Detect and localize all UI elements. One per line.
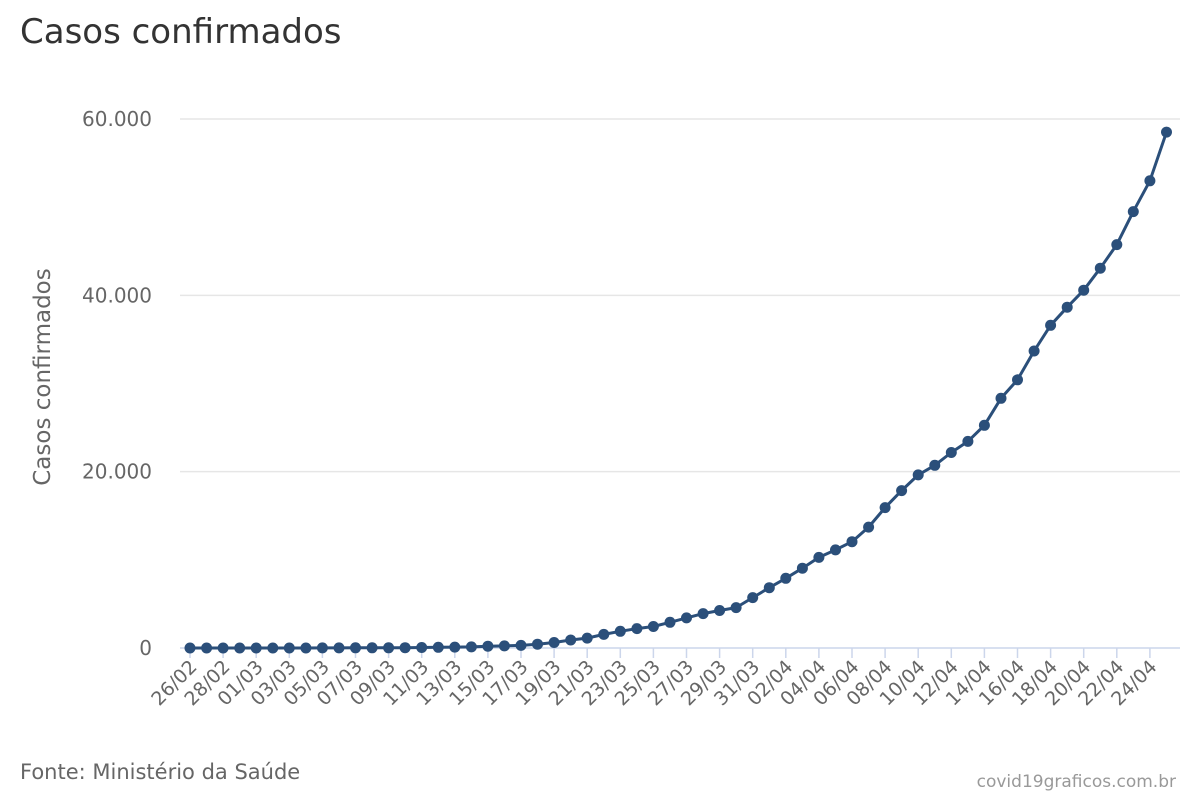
data-point (1078, 284, 1090, 296)
data-point (664, 616, 676, 628)
data-point (846, 536, 858, 548)
data-point (432, 641, 444, 653)
data-point (449, 641, 461, 653)
data-point (681, 612, 692, 624)
data-point (350, 642, 361, 654)
data-point (532, 638, 543, 650)
data-point (482, 640, 494, 652)
data-point (1144, 175, 1156, 187)
data-point (763, 582, 775, 594)
data-point (614, 625, 626, 637)
y-axis-ticks: 0 20.000 40.000 60.000 (82, 107, 152, 660)
data-point (714, 605, 726, 616)
data-point (978, 419, 990, 431)
data-points (184, 126, 1172, 654)
data-point (780, 572, 792, 584)
data-point (1111, 239, 1123, 251)
y-tick-label: 20.000 (82, 460, 152, 484)
data-point (995, 392, 1007, 404)
data-point (896, 485, 908, 497)
x-axis-ticks: 26/0228/0201/0303/0305/0307/0309/0311/03… (147, 648, 1161, 710)
data-point (813, 551, 825, 563)
chart-title: Casos confirmados (20, 12, 342, 52)
data-point (283, 642, 295, 654)
data-point (929, 459, 941, 471)
data-point (416, 642, 428, 653)
data-point (598, 628, 610, 640)
data-point (250, 642, 262, 654)
data-point (515, 639, 527, 651)
y-tick-label: 60.000 (82, 107, 152, 131)
data-point (796, 562, 808, 574)
data-point (863, 521, 875, 533)
y-axis-label: Casos confirmados (30, 268, 56, 486)
data-point (565, 634, 577, 646)
data-point (184, 642, 196, 654)
data-point (201, 642, 213, 654)
data-point (366, 642, 378, 654)
data-point (300, 642, 312, 654)
data-point (730, 602, 742, 614)
data-point (1045, 319, 1057, 331)
data-point (1012, 374, 1023, 386)
data-point (217, 642, 229, 654)
y-tick-label: 40.000 (82, 283, 152, 307)
data-point (581, 632, 593, 644)
data-point (1061, 301, 1073, 313)
data-point (879, 502, 891, 514)
data-point (912, 469, 924, 481)
gridlines (180, 118, 1180, 473)
credit-link[interactable]: covid19graficos.com.br (976, 772, 1176, 792)
data-point (399, 642, 411, 654)
y-tick-label: 0 (139, 636, 152, 660)
data-point (465, 641, 477, 653)
data-point (1028, 345, 1040, 357)
data-point (333, 642, 345, 654)
data-point (1127, 206, 1139, 218)
data-point (1094, 262, 1106, 274)
data-point (697, 608, 709, 620)
data-point (383, 642, 395, 654)
data-point (267, 642, 279, 654)
data-point (234, 642, 246, 654)
series-line (190, 131, 1168, 650)
data-point (647, 621, 659, 632)
data-point (830, 544, 841, 556)
data-point (747, 592, 759, 604)
source-note: Fonte: Ministério da Saúde (20, 760, 301, 784)
data-point (1161, 126, 1172, 138)
data-point (962, 435, 974, 447)
data-point (498, 640, 510, 652)
data-point (631, 623, 643, 635)
data-point (548, 637, 560, 648)
data-point (316, 642, 328, 654)
data-point (945, 447, 957, 458)
